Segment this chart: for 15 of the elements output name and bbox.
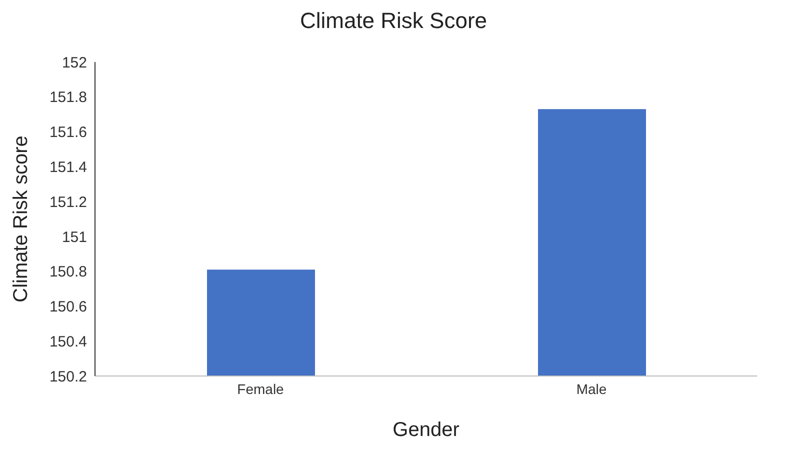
y-tick-label: 150.4 <box>49 333 87 350</box>
chart-title: Climate Risk Score <box>298 8 488 34</box>
y-tick-label: 151.4 <box>49 158 87 176</box>
y-tick-label: 150.6 <box>49 298 87 316</box>
y-tick-label: 150.2 <box>49 368 87 386</box>
y-tick-label: 151 <box>62 228 87 246</box>
y-tick-label: 151.2 <box>49 194 87 211</box>
x-tick-label: Male <box>576 380 607 397</box>
x-axis-title: Gender <box>392 419 460 441</box>
y-axis-title: Climate Risk score <box>10 136 32 302</box>
x-tick-label: Female <box>237 380 284 397</box>
y-tick-label: 150.8 <box>49 264 87 281</box>
y-tick-label: 151.8 <box>49 89 87 106</box>
y-tick-label: 152 <box>62 54 87 72</box>
y-tick-label: 151.6 <box>49 124 87 142</box>
